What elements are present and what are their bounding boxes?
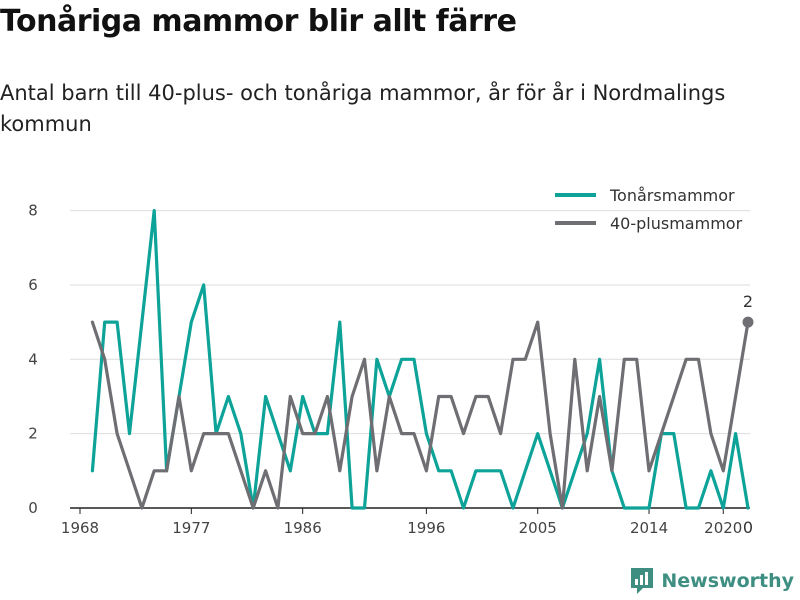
legend: Tonårsmammor 40-plusmammor <box>555 186 743 233</box>
chart-title: Tonåriga mammor blir allt färre <box>0 4 517 39</box>
x-tick-label: 1968 <box>61 519 99 537</box>
end-value-label: 0 <box>743 518 753 537</box>
y-tick-label: 4 <box>28 350 38 368</box>
x-tick-label: 1977 <box>172 519 210 537</box>
series-line-tonarsmammor <box>90 209 750 510</box>
end-value-label: 2 <box>743 292 753 311</box>
y-tick-label: 2 <box>28 425 38 443</box>
brand-name: Newsworthy <box>661 570 794 592</box>
x-tick-label: 2014 <box>630 519 668 537</box>
legend-label: Tonårsmammor <box>609 186 735 205</box>
gridlines <box>70 210 750 435</box>
y-axis: 0 2 4 6 8 <box>28 202 38 517</box>
x-tick-label: 1986 <box>284 519 322 537</box>
x-tick-label: 2005 <box>519 519 557 537</box>
newsworthy-logo: Newsworthy <box>629 566 794 596</box>
y-tick-label: 0 <box>28 499 38 517</box>
x-tick-label: 2020 <box>704 519 742 537</box>
x-axis: 1968 1977 1986 1996 2005 2014 2020 <box>61 507 750 537</box>
chart-subtitle: Antal barn till 40-plus- och tonåriga ma… <box>0 81 726 136</box>
end-labels: 20 <box>742 292 754 537</box>
series-line-40-plusmammor <box>90 320 750 510</box>
y-tick-label: 8 <box>28 202 38 220</box>
end-marker-40-plusmammor <box>742 316 754 328</box>
series-lines <box>90 209 750 510</box>
y-tick-label: 6 <box>28 276 38 294</box>
x-tick-label: 1996 <box>407 519 445 537</box>
newsworthy-icon <box>631 568 654 594</box>
legend-label: 40-plusmammor <box>610 214 743 233</box>
